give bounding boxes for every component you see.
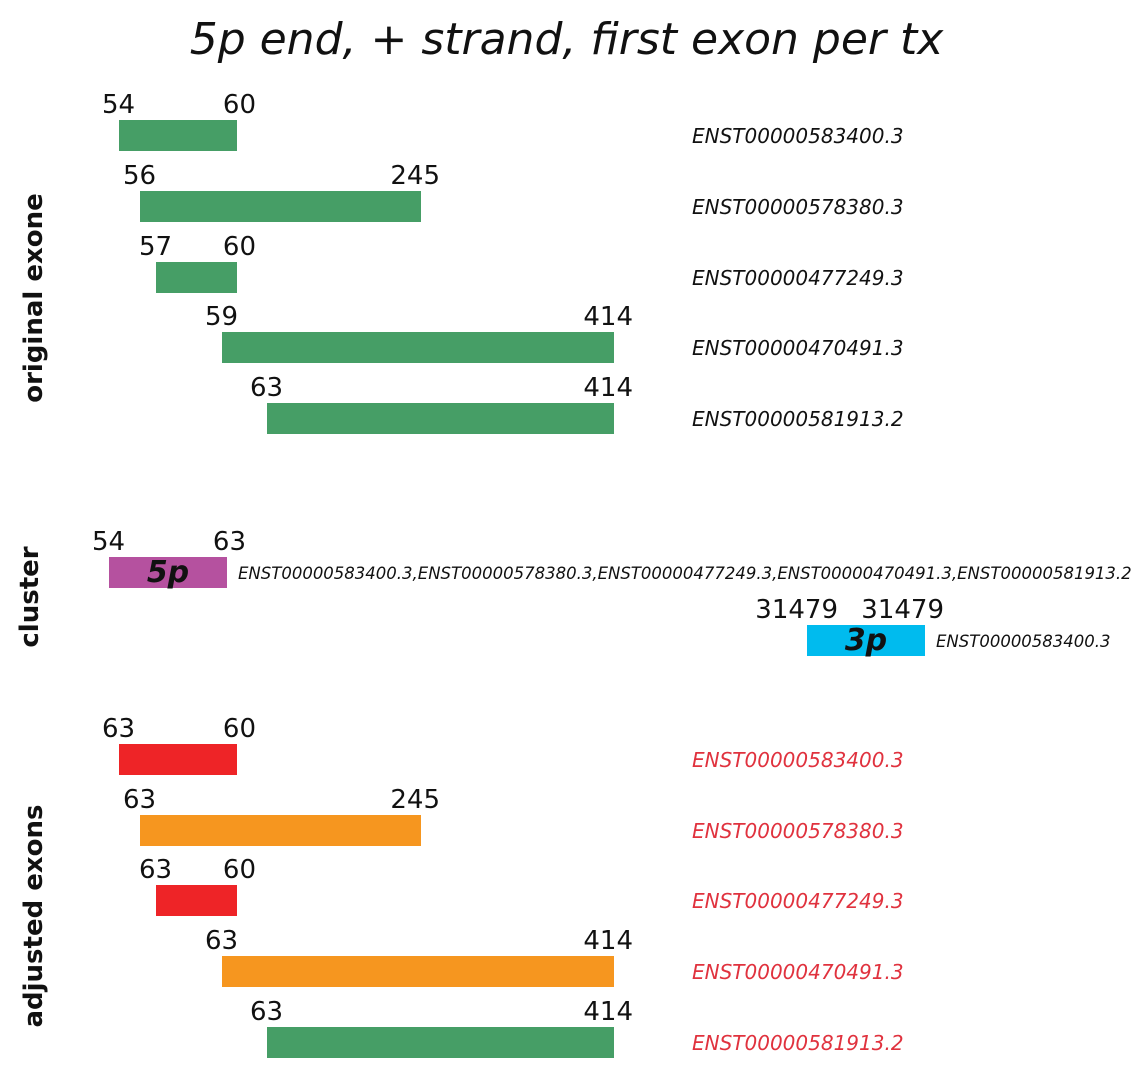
original-transcript-id: ENST00000470491.3 [692, 336, 904, 360]
diagram-title: 5p end, + strand, first exon per tx [189, 14, 944, 65]
cluster-end-badge: 5p [146, 555, 190, 590]
cluster-exon-bar [807, 625, 925, 656]
cluster-transcript-id: ENST00000583400.3,ENST00000578380.3,ENST… [238, 564, 1132, 583]
adjusted-transcript-id: ENST00000477249.3 [692, 889, 904, 913]
original-start-label: 56 [123, 161, 157, 191]
original-transcript-id: ENST00000581913.2 [692, 407, 904, 431]
adjusted-transcript-id: ENST00000581913.2 [692, 1031, 904, 1055]
section-label-cluster: cluster [15, 546, 45, 648]
cluster-exon-bar [109, 557, 227, 588]
adjusted-start-label: 63 [205, 926, 239, 956]
original-exon-bar [267, 403, 614, 434]
adjusted-start-label: 63 [139, 855, 173, 885]
adjusted-exon-bar [119, 744, 237, 775]
adjusted-end-label: 60 [222, 714, 256, 744]
original-end-label: 245 [390, 161, 440, 191]
original-transcript-id: ENST00000583400.3 [692, 124, 904, 148]
adjusted-transcript-id: ENST00000583400.3 [692, 748, 904, 772]
cluster-end-label: 63 [212, 527, 246, 557]
original-transcript-id: ENST00000578380.3 [692, 195, 904, 219]
original-start-label: 54 [102, 90, 136, 120]
adjusted-start-label: 63 [250, 997, 284, 1027]
original-exon-bar [140, 191, 421, 222]
original-exon-bar [156, 262, 237, 293]
cluster-start-label: 54 [92, 527, 126, 557]
original-end-label: 414 [583, 302, 633, 332]
original-end-label: 414 [583, 373, 633, 403]
adjusted-exon-bar [267, 1027, 614, 1058]
adjusted-exon-bar [140, 815, 421, 846]
adjusted-exon-bar [222, 956, 614, 987]
original-transcript-id: ENST00000477249.3 [692, 266, 904, 290]
adjusted-end-label: 60 [222, 855, 256, 885]
adjusted-exon-bar [156, 885, 237, 916]
original-exon-bar [119, 120, 237, 151]
cluster-end-badge: 3p [844, 623, 888, 658]
adjusted-start-label: 63 [102, 714, 136, 744]
original-end-label: 60 [222, 232, 256, 262]
section-label-adjusted: adjusted exons [19, 804, 49, 1028]
adjusted-transcript-id: ENST00000470491.3 [692, 960, 904, 984]
original-start-label: 57 [139, 232, 173, 262]
adjusted-transcript-id: ENST00000578380.3 [692, 819, 904, 843]
adjusted-end-label: 414 [583, 926, 633, 956]
original-end-label: 60 [222, 90, 256, 120]
cluster-start-label: 31479 [755, 595, 838, 625]
original-start-label: 59 [205, 302, 239, 332]
adjusted-end-label: 414 [583, 997, 633, 1027]
original-exon-bar [222, 332, 614, 363]
cluster-end-label: 31479 [861, 595, 944, 625]
original-start-label: 63 [250, 373, 284, 403]
cluster-transcript-id: ENST00000583400.3 [936, 632, 1111, 651]
adjusted-start-label: 63 [123, 785, 157, 815]
adjusted-end-label: 245 [390, 785, 440, 815]
section-label-original: original exone [19, 193, 49, 403]
